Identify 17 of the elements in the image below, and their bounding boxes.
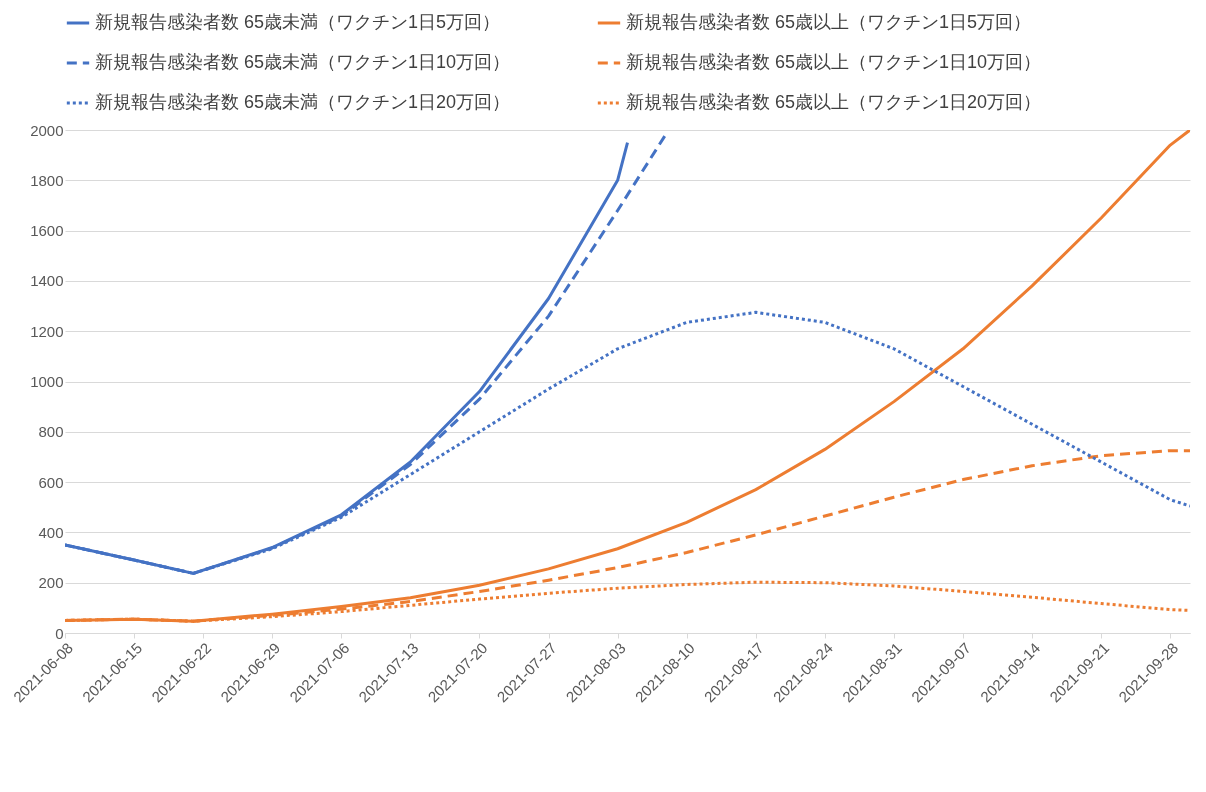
legend-label: 新規報告感染者数 65歳未満（ワクチン1日10万回） (95, 52, 511, 72)
y-tick-label: 2000 (30, 121, 64, 139)
legend-label: 新規報告感染者数 65歳未満（ワクチン1日5万回） (95, 12, 501, 32)
y-tick-label: 800 (38, 423, 64, 441)
y-tick-label: 0 (55, 624, 64, 642)
y-tick-label: 200 (38, 574, 64, 592)
legend-label: 新規報告感染者数 65歳以上（ワクチン1日10万回） (626, 52, 1042, 72)
legend-label: 新規報告感染者数 65歳未満（ワクチン1日20万回） (95, 92, 511, 112)
y-tick-label: 600 (38, 473, 64, 491)
y-tick-label: 1800 (30, 171, 64, 189)
y-tick-label: 1200 (30, 322, 64, 340)
legend-label: 新規報告感染者数 65歳以上（ワクチン1日20万回） (626, 92, 1042, 112)
y-tick-label: 1400 (30, 272, 64, 290)
y-tick-label: 400 (38, 523, 64, 541)
y-tick-label: 1600 (30, 222, 64, 240)
y-tick-label: 1000 (30, 373, 64, 390)
legend-label: 新規報告感染者数 65歳以上（ワクチン1日5万回） (626, 12, 1032, 32)
